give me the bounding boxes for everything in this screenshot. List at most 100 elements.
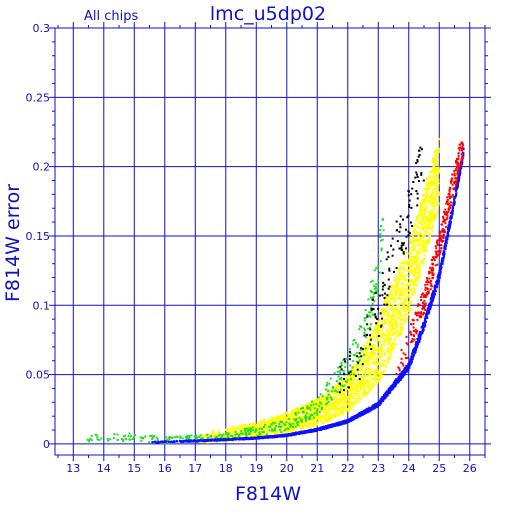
data-point [408,363,411,366]
data-point [422,244,425,247]
data-point [374,327,377,330]
data-point [438,271,441,274]
data-point [435,180,438,183]
data-point [349,390,352,393]
data-point [222,436,225,439]
data-point [369,315,372,318]
data-point [370,353,373,356]
data-point [383,360,386,363]
data-point [403,287,406,290]
data-point [308,406,311,409]
data-point [429,187,432,190]
data-point [363,375,366,378]
data-point [388,316,391,319]
data-point [391,347,394,350]
data-point [213,435,216,438]
data-point [398,331,401,334]
data-point [368,340,371,343]
data-point [313,422,316,425]
data-point [284,412,287,415]
data-point [336,386,339,389]
data-point [438,193,441,196]
data-point [229,438,232,441]
data-point [327,404,330,407]
data-point [266,427,269,430]
data-point [295,408,298,411]
data-point [330,423,333,426]
data-point [399,297,402,300]
data-point [88,440,91,443]
data-point [293,424,296,427]
data-point [428,232,431,235]
data-point [361,386,364,389]
data-point [228,431,231,434]
data-point [372,385,375,388]
data-point [376,328,379,331]
data-point [392,284,395,287]
data-point [289,419,292,422]
data-point [248,424,251,427]
data-point [232,425,235,428]
data-point [362,383,365,386]
data-point [401,261,404,264]
data-point [456,186,459,189]
data-point [419,231,422,234]
data-point [383,319,386,322]
data-point [336,409,339,412]
data-point [413,229,416,232]
data-point [354,396,357,399]
data-point [358,390,361,393]
data-point [415,342,418,345]
data-point [352,404,355,407]
data-point [345,357,348,360]
data-point [411,244,414,247]
data-point [370,323,373,326]
data-point [219,438,222,441]
data-point [302,417,305,420]
data-point [349,376,352,379]
data-point [349,352,352,355]
data-point [435,214,438,217]
data-point [287,414,290,417]
data-point [365,375,368,378]
data-point [345,404,348,407]
data-point [370,336,373,339]
data-point [98,439,101,442]
data-point [371,404,374,407]
data-point [262,420,265,423]
data-point [397,269,400,272]
data-point [388,339,391,342]
data-point [308,404,311,407]
data-point [273,434,276,437]
data-point [375,377,378,380]
data-point [321,415,324,418]
data-point [122,439,125,442]
data-point [385,297,388,300]
data-point [352,370,355,373]
data-point [373,351,376,354]
data-point [431,170,434,173]
data-point [312,416,315,419]
data-point [426,231,429,234]
data-point [421,245,424,248]
data-point [380,239,383,242]
data-point [322,416,325,419]
data-point [350,407,353,410]
data-point [380,311,383,314]
data-point [292,416,295,419]
data-point [396,316,399,319]
data-point [433,194,436,197]
data-point [337,404,340,407]
data-point [434,163,437,166]
data-point [426,239,429,242]
data-point [363,319,366,322]
data-point [224,435,227,438]
data-point [400,378,403,381]
data-point [397,335,400,338]
data-point [399,292,402,295]
data-point [372,349,375,352]
data-point [355,392,358,395]
data-point [424,224,427,227]
data-point [266,419,269,422]
data-point [363,393,366,396]
